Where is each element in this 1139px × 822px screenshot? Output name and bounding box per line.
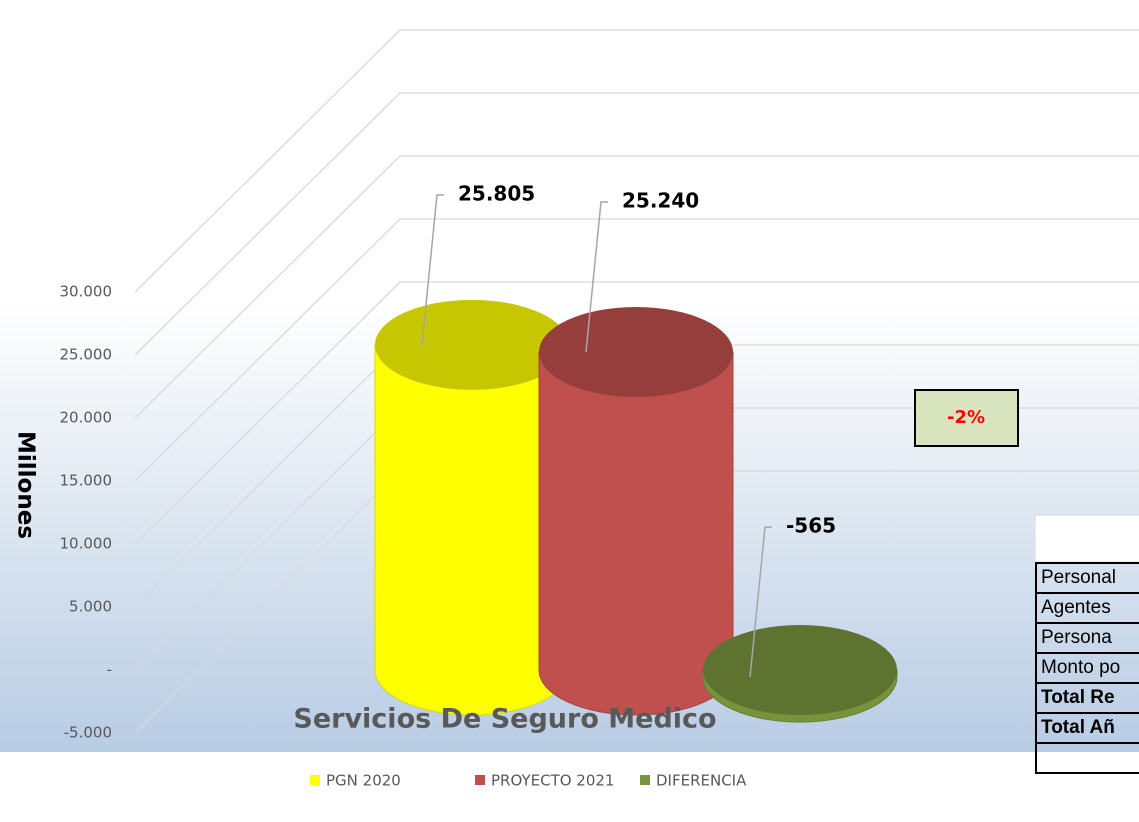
table-row: Personal [1035, 562, 1139, 594]
y-tick-label: 5.000 [69, 598, 112, 616]
table-row: Total Re [1035, 682, 1139, 714]
table-cell: Personal [1035, 562, 1139, 594]
y-tick-label: 15.000 [60, 472, 113, 490]
table: Personal Agentes Persona Monto po Total Re To… [1035, 562, 1139, 774]
table-cell: Agentes [1035, 592, 1139, 624]
grid-line [134, 92, 1139, 356]
grid-line [134, 155, 1139, 419]
legend-swatch [640, 775, 650, 785]
legend-swatch [310, 775, 320, 785]
cylinder-top [703, 625, 897, 715]
chart-title: Servicios De Seguro Medico [293, 704, 716, 735]
table-row [1035, 742, 1139, 774]
data-label: 25.805 [458, 181, 535, 205]
annotation: -2% [947, 407, 985, 428]
legend-label: DIFERENCIA [656, 772, 747, 790]
annotation-box [914, 389, 1019, 447]
legend-swatch [475, 775, 485, 785]
table-cell: Persona [1035, 622, 1139, 654]
y-tick-label: -5.000 [64, 724, 112, 742]
y-tick-label: 30.000 [60, 283, 113, 301]
y-tick-label: 20.000 [60, 409, 113, 427]
y-tick-label: 25.000 [60, 346, 113, 364]
cylinder-top [539, 306, 733, 397]
y-tick-label: - [107, 661, 112, 679]
leader-line [421, 194, 444, 345]
table-row: Total Añ [1035, 712, 1139, 744]
cylinder [538, 351, 734, 716]
grid-line [134, 29, 1139, 293]
table-cell [1035, 742, 1139, 774]
data-label: 25.240 [622, 188, 699, 212]
table-row: Persona [1035, 622, 1139, 654]
table-row: Agentes [1035, 592, 1139, 624]
table-cell: Total Re [1035, 682, 1139, 714]
leader-line [749, 526, 772, 678]
grid-line [134, 218, 1139, 482]
table-cell: Monto po [1035, 652, 1139, 684]
data-label: -565 [786, 514, 836, 538]
grid-line [134, 281, 1139, 545]
y-tick-label: 10.000 [60, 535, 113, 553]
legend-label: PROYECTO 2021 [491, 772, 614, 790]
leader-line [585, 201, 608, 353]
legend-label: PGN 2020 [326, 772, 401, 790]
y-axis-label: Millones [13, 431, 39, 539]
table-cell: Total Añ [1035, 712, 1139, 744]
table-row: Monto po [1035, 652, 1139, 684]
table-frame [1034, 514, 1139, 563]
